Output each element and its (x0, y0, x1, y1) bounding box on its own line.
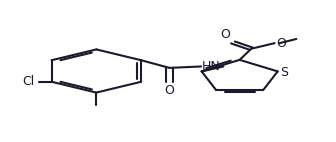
Text: O: O (165, 84, 174, 97)
Text: Cl: Cl (23, 75, 35, 88)
Text: O: O (276, 37, 286, 50)
Text: O: O (220, 28, 230, 41)
Text: S: S (280, 66, 288, 79)
Text: HN: HN (202, 60, 221, 73)
